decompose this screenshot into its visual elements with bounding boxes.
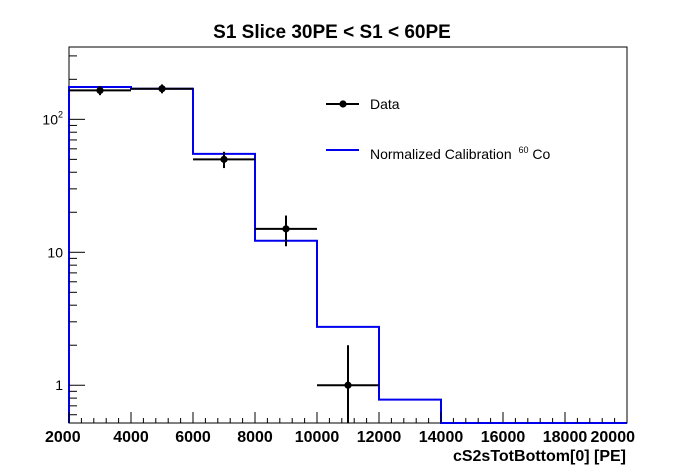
x-tick-label: 20000 <box>591 429 636 446</box>
x-tick-label: 10000 <box>295 429 340 446</box>
y-tick-label: 102 <box>42 109 63 127</box>
chart-title: S1 Slice 30PE < S1 < 60PE <box>213 22 451 43</box>
x-tick-label: 8000 <box>237 429 273 446</box>
legend-data-marker <box>339 100 347 108</box>
x-tick-label: 2000 <box>45 429 81 446</box>
data-point-marker <box>158 85 166 93</box>
x-tick-label: 18000 <box>543 429 588 446</box>
y-tick-label: 1 <box>55 377 63 393</box>
data-point-marker <box>282 225 290 233</box>
data-point-marker <box>96 86 104 95</box>
x-tick-label: 6000 <box>175 429 211 446</box>
data-point <box>69 86 131 96</box>
legend-calibration-isotope-mass: 60 <box>519 145 529 155</box>
x-tick-label: 16000 <box>481 429 526 446</box>
legend: Data Normalized Calibration 60 Co <box>326 96 551 162</box>
legend-calibration-isotope-symbol: Co <box>532 146 550 162</box>
data-point-marker <box>344 381 352 389</box>
legend-data-label: Data <box>370 96 400 112</box>
data-point-marker <box>220 155 228 163</box>
data-point <box>255 215 317 247</box>
data-point <box>317 345 379 423</box>
x-axis-label: cS2sTotBottom[0] [PE] <box>453 448 626 465</box>
legend-calibration-label: Normalized Calibration 60 Co <box>370 140 551 162</box>
data-point <box>131 84 193 94</box>
y-tick-label: 10 <box>47 244 63 260</box>
axes: 2000 4000 6000 8000 10000 12000 14000 16000 1800… <box>42 55 636 446</box>
x-tick-label: 4000 <box>113 429 149 446</box>
x-tick-label: 12000 <box>357 429 402 446</box>
data-point <box>193 151 255 169</box>
series-layer <box>68 84 627 424</box>
legend-calibration-name: Normalized Calibration <box>370 146 512 162</box>
x-tick-label: 14000 <box>419 429 464 446</box>
